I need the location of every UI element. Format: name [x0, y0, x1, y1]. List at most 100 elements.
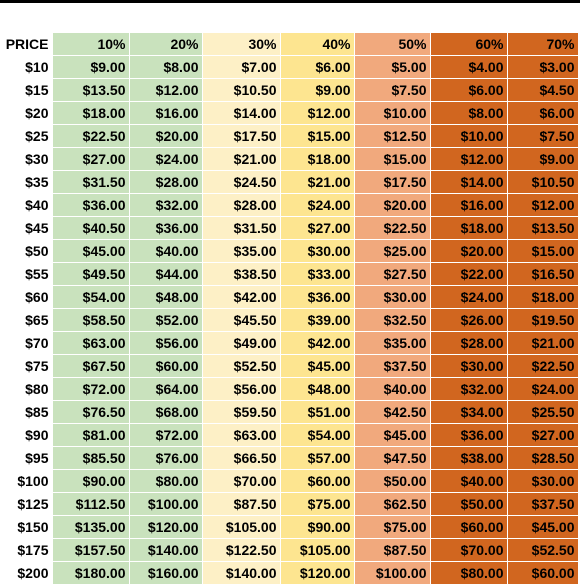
discounted-price-cell: $58.50 [52, 308, 130, 332]
discounted-price-cell: $35.00 [354, 331, 431, 355]
discounted-price-cell: $100.00 [354, 561, 431, 585]
discounted-price-cell: $36.00 [430, 423, 508, 447]
discounted-price-cell: $54.00 [280, 423, 355, 447]
discounted-price-cell: $42.50 [354, 400, 431, 424]
table-row: $50 $45.00 $40.00 $35.00 $30.00 $25.00 $20.00 $… [4, 239, 579, 263]
discounted-price-cell: $112.50 [52, 492, 130, 516]
discounted-price-cell: $32.00 [430, 377, 508, 401]
discounted-price-cell: $63.00 [202, 423, 281, 447]
discounted-price-cell: $100.00 [129, 492, 203, 516]
discounted-price-cell: $48.00 [280, 377, 355, 401]
discounted-price-cell: $76.00 [129, 446, 203, 470]
discounted-price-cell: $6.00 [507, 101, 579, 125]
table-row: $75 $67.50 $60.00 $52.50 $45.00 $37.50 $30.00 $… [4, 354, 579, 378]
discounted-price-cell: $12.00 [129, 78, 203, 102]
discounted-price-cell: $52.50 [507, 538, 579, 562]
discounted-price-cell: $5.00 [354, 55, 431, 79]
discounted-price-cell: $60.00 [507, 561, 579, 585]
discounted-price-cell: $30.00 [280, 239, 355, 263]
discounted-price-cell: $38.00 [430, 446, 508, 470]
price-cell: $70 [4, 331, 53, 355]
discounted-price-cell: $8.00 [430, 101, 508, 125]
discounted-price-cell: $80.00 [430, 561, 508, 585]
discounted-price-cell: $21.00 [280, 170, 355, 194]
price-cell: $95 [4, 446, 53, 470]
table-row: $40 $36.00 $32.00 $28.00 $24.00 $20.00 $16.00 $… [4, 193, 579, 217]
discounted-price-cell: $20.00 [430, 239, 508, 263]
discounted-price-cell: $120.00 [129, 515, 203, 539]
discounted-price-cell: $81.00 [52, 423, 130, 447]
price-cell: $200 [4, 561, 53, 585]
discounted-price-cell: $50.00 [354, 469, 431, 493]
table-row: $65 $58.50 $52.00 $45.50 $39.00 $32.50 $26.00 $… [4, 308, 579, 332]
discounted-price-cell: $49.00 [202, 331, 281, 355]
discounted-price-cell: $10.00 [430, 124, 508, 148]
table-row: $85 $76.50 $68.00 $59.50 $51.00 $42.50 $34.00 $… [4, 400, 579, 424]
table-row: $15 $13.50 $12.00 $10.50 $9.00 $7.50 $6.00 $4.5… [4, 78, 579, 102]
discounted-price-cell: $22.50 [507, 354, 579, 378]
price-cell: $175 [4, 538, 53, 562]
table-row: $55 $49.50 $44.00 $38.50 $33.00 $27.50 $22.00 $… [4, 262, 579, 286]
price-cell: $80 [4, 377, 53, 401]
table-row: $35 $31.50 $28.00 $24.50 $21.00 $17.50 $14.00 $… [4, 170, 579, 194]
discounted-price-cell: $60.00 [129, 354, 203, 378]
discounted-price-cell: $28.00 [202, 193, 281, 217]
price-cell: $65 [4, 308, 53, 332]
discounted-price-cell: $120.00 [280, 561, 355, 585]
discounted-price-cell: $45.00 [354, 423, 431, 447]
discounted-price-cell: $27.00 [52, 147, 130, 171]
discounted-price-cell: $6.00 [430, 78, 508, 102]
price-cell: $15 [4, 78, 53, 102]
price-cell: $25 [4, 124, 53, 148]
discounted-price-cell: $85.50 [52, 446, 130, 470]
discounted-price-cell: $80.00 [129, 469, 203, 493]
discounted-price-cell: $70.00 [202, 469, 281, 493]
discounted-price-cell: $75.00 [280, 492, 355, 516]
discounted-price-cell: $19.50 [507, 308, 579, 332]
discounted-price-cell: $3.00 [507, 55, 579, 79]
discounted-price-cell: $17.50 [354, 170, 431, 194]
discounted-price-cell: $31.50 [202, 216, 281, 240]
discounted-price-cell: $18.00 [430, 216, 508, 240]
discounted-price-cell: $50.00 [430, 492, 508, 516]
discounted-price-cell: $36.00 [52, 193, 130, 217]
discounted-price-cell: $30.00 [507, 469, 579, 493]
discounted-price-cell: $30.00 [430, 354, 508, 378]
discounted-price-cell: $21.00 [202, 147, 281, 171]
discounted-price-cell: $16.00 [430, 193, 508, 217]
discounted-price-cell: $36.00 [280, 285, 355, 309]
table-row: $200 $180.00 $160.00 $140.00 $120.00 $100.00 $… [4, 561, 579, 585]
table-row: $150 $135.00 $120.00 $105.00 $90.00 $75.00 $60… [4, 515, 579, 539]
table-row: $45 $40.50 $36.00 $31.50 $27.00 $22.50 $18.00 $… [4, 216, 579, 240]
price-cell: $30 [4, 147, 53, 171]
discounted-price-cell: $28.50 [507, 446, 579, 470]
discounted-price-cell: $140.00 [129, 538, 203, 562]
discounted-price-cell: $59.50 [202, 400, 281, 424]
discounted-price-cell: $45.50 [202, 308, 281, 332]
table-row: $125 $112.50 $100.00 $87.50 $75.00 $62.50 $50.… [4, 492, 579, 516]
discounted-price-cell: $7.50 [507, 124, 579, 148]
discounted-price-cell: $56.00 [129, 331, 203, 355]
discounted-price-cell: $64.00 [129, 377, 203, 401]
price-cell: $85 [4, 400, 53, 424]
discounted-price-cell: $12.00 [280, 101, 355, 125]
table-row: $80 $72.00 $64.00 $56.00 $48.00 $40.00 $32.00 $… [4, 377, 579, 401]
discounted-price-cell: $24.00 [280, 193, 355, 217]
discounted-price-cell: $9.00 [507, 147, 579, 171]
discounted-price-cell: $40.00 [430, 469, 508, 493]
discounted-price-cell: $68.00 [129, 400, 203, 424]
discounted-price-cell: $27.50 [354, 262, 431, 286]
discounted-price-cell: $10.00 [354, 101, 431, 125]
price-cell: $50 [4, 239, 53, 263]
price-cell: $45 [4, 216, 53, 240]
price-cell: $55 [4, 262, 53, 286]
table-row: $20 $18.00 $16.00 $14.00 $12.00 $10.00 $8.00 $6… [4, 101, 579, 125]
discounted-price-cell: $45.00 [507, 515, 579, 539]
discounted-price-cell: $15.00 [280, 124, 355, 148]
discounted-price-cell: $35.00 [202, 239, 281, 263]
price-cell: $10 [4, 55, 53, 79]
discounted-price-cell: $10.50 [202, 78, 281, 102]
discounted-price-cell: $21.00 [507, 331, 579, 355]
price-cell: $60 [4, 285, 53, 309]
discounted-price-cell: $9.00 [52, 55, 130, 79]
